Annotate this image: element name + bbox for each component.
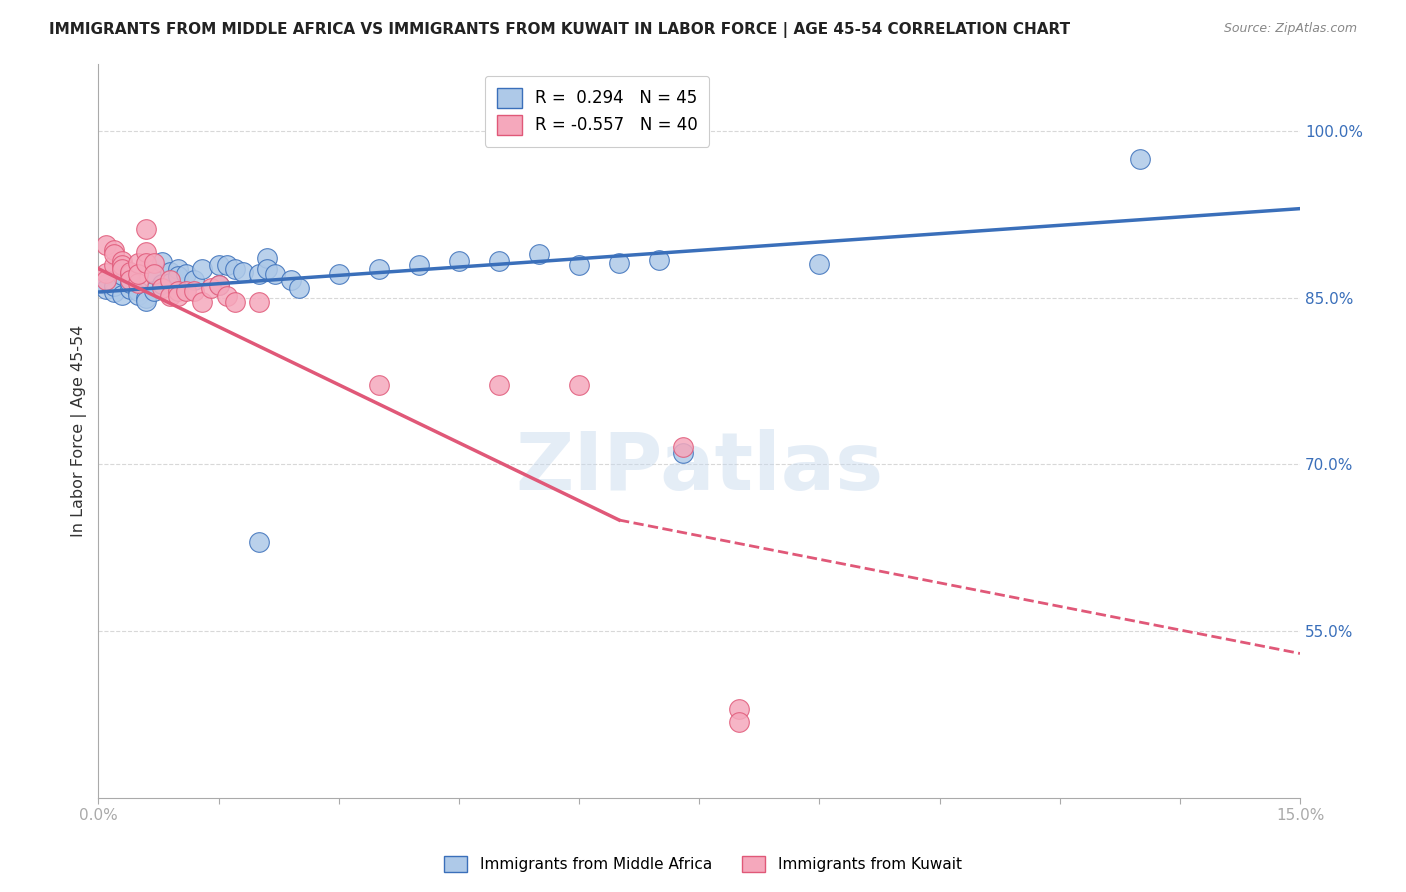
Point <box>135 256 157 270</box>
Point <box>224 295 246 310</box>
Legend: Immigrants from Middle Africa, Immigrants from Kuwait: Immigrants from Middle Africa, Immigrant… <box>437 848 969 880</box>
Point <box>127 284 149 298</box>
Point <box>280 273 302 287</box>
Point <box>256 261 278 276</box>
Point <box>159 273 181 287</box>
Point <box>607 256 630 270</box>
Point <box>447 253 470 268</box>
Point <box>111 268 134 283</box>
Point <box>728 715 751 730</box>
Point <box>176 267 198 281</box>
Point <box>176 284 198 298</box>
Point <box>103 258 125 272</box>
Point <box>247 295 270 310</box>
Point <box>120 276 142 290</box>
Point <box>367 378 389 392</box>
Point <box>143 256 166 270</box>
Point <box>224 261 246 276</box>
Point <box>183 284 205 298</box>
Text: ZIPatlas: ZIPatlas <box>515 429 883 507</box>
Point <box>111 261 134 276</box>
Point <box>263 267 285 281</box>
Point <box>96 282 118 296</box>
Point <box>159 289 181 303</box>
Point <box>672 446 695 460</box>
Text: Source: ZipAtlas.com: Source: ZipAtlas.com <box>1223 22 1357 36</box>
Point <box>127 288 149 302</box>
Point <box>367 261 389 276</box>
Point <box>111 253 134 268</box>
Point <box>215 258 238 272</box>
Text: IMMIGRANTS FROM MIDDLE AFRICA VS IMMIGRANTS FROM KUWAIT IN LABOR FORCE | AGE 45-: IMMIGRANTS FROM MIDDLE AFRICA VS IMMIGRA… <box>49 22 1070 38</box>
Point <box>159 265 181 279</box>
Point <box>328 267 350 281</box>
Point <box>143 284 166 298</box>
Point <box>488 253 510 268</box>
Point <box>96 238 118 252</box>
Point <box>127 276 149 290</box>
Point <box>527 247 550 261</box>
Point <box>191 295 214 310</box>
Point <box>728 702 751 716</box>
Legend: R =  0.294   N = 45, R = -0.557   N = 40: R = 0.294 N = 45, R = -0.557 N = 40 <box>485 76 709 146</box>
Point <box>672 440 695 454</box>
Point <box>96 273 118 287</box>
Point <box>808 257 831 271</box>
Point <box>159 276 181 290</box>
Point <box>167 261 190 276</box>
Point <box>135 293 157 308</box>
Point <box>200 280 222 294</box>
Point <box>568 378 591 392</box>
Point <box>96 277 118 292</box>
Point <box>103 247 125 261</box>
Point <box>287 280 309 294</box>
Point <box>120 273 142 287</box>
Point <box>152 280 174 294</box>
Point <box>103 279 125 293</box>
Point <box>111 258 134 272</box>
Point <box>167 289 190 303</box>
Point <box>120 267 142 281</box>
Point <box>96 266 118 280</box>
Point <box>167 284 190 298</box>
Point <box>103 285 125 299</box>
Point <box>207 278 229 293</box>
Point <box>1129 152 1152 166</box>
Point <box>127 267 149 281</box>
Point <box>167 269 190 284</box>
Point <box>191 261 214 276</box>
Point <box>135 221 157 235</box>
Point <box>152 277 174 292</box>
Point <box>215 289 238 303</box>
Point <box>103 243 125 257</box>
Point <box>120 265 142 279</box>
Point <box>568 258 591 272</box>
Point <box>127 256 149 270</box>
Point <box>232 265 254 279</box>
Point <box>247 267 270 281</box>
Point <box>143 266 166 280</box>
Point <box>247 535 270 549</box>
Point <box>256 251 278 265</box>
Point <box>120 282 142 296</box>
Point <box>207 278 229 293</box>
Point <box>111 288 134 302</box>
Point <box>488 378 510 392</box>
Point <box>135 245 157 260</box>
Point <box>152 255 174 269</box>
Point <box>408 258 430 272</box>
Point <box>648 252 671 267</box>
Point <box>183 273 205 287</box>
Point <box>207 258 229 272</box>
Point <box>135 291 157 305</box>
Point <box>143 267 166 281</box>
Y-axis label: In Labor Force | Age 45-54: In Labor Force | Age 45-54 <box>72 325 87 537</box>
